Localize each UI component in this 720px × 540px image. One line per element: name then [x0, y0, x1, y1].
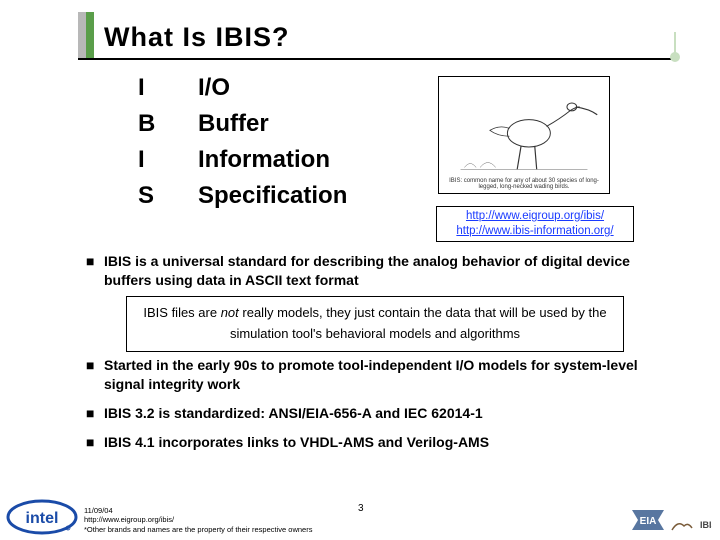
- acronym-letter: S: [138, 182, 198, 210]
- acronym-table: I I/O B Buffer I Information S Specifica…: [138, 74, 347, 218]
- ibis-bird-icon: [441, 79, 607, 178]
- accent-bar-green: [86, 12, 94, 59]
- footer-disclaimer: *Other brands and names are the property…: [84, 525, 312, 534]
- ibis-logo-icon: IBIS: [670, 514, 712, 534]
- bullet-marker: ■: [86, 356, 104, 394]
- bullet-item: ■ IBIS is a universal standard for descr…: [86, 252, 656, 290]
- title-block: What Is IBIS?: [78, 12, 290, 59]
- reference-link[interactable]: http://www.ibis-information.org/: [441, 224, 629, 239]
- title-accent-bars: [78, 12, 94, 59]
- footer-text: 11/09/04 http://www.eigroup.org/ibis/ *O…: [84, 506, 312, 534]
- note-text-em: not: [221, 305, 239, 320]
- acronym-letter: B: [138, 110, 198, 138]
- bullet-item: ■ IBIS 3.2 is standardized: ANSI/EIA-656…: [86, 404, 656, 423]
- bullet-marker: ■: [86, 404, 104, 423]
- links-box: http://www.eigroup.org/ibis/ http://www.…: [436, 206, 634, 242]
- bullet-item: ■ Started in the early 90s to promote to…: [86, 356, 656, 394]
- acronym-word: Buffer: [198, 110, 269, 138]
- acronym-word: I/O: [198, 74, 230, 102]
- bullet-marker: ■: [86, 252, 104, 290]
- note-text-pre: IBIS files are: [143, 305, 220, 320]
- bullet-text: Started in the early 90s to promote tool…: [104, 356, 656, 394]
- note-box: IBIS files are not really models, they j…: [126, 296, 624, 352]
- ibis-bird-figure: IBIS: common name for any of about 30 sp…: [438, 76, 610, 194]
- footer-date: 11/09/04: [84, 506, 312, 515]
- svg-text:EIA: EIA: [640, 516, 657, 527]
- acronym-word: Specification: [198, 182, 347, 210]
- acronym-letter: I: [138, 74, 198, 102]
- ibis-caption: IBIS: common name for any of about 30 sp…: [441, 178, 607, 191]
- footer-url: http://www.eigroup.org/ibis/: [84, 515, 312, 524]
- title-dot: [670, 52, 680, 62]
- bullets-upper: ■ IBIS is a universal standard for descr…: [86, 252, 656, 300]
- bullet-item: ■ IBIS 4.1 incorporates links to VHDL-AM…: [86, 433, 656, 452]
- bullets-lower: ■ Started in the early 90s to promote to…: [86, 356, 656, 462]
- bullet-text: IBIS 4.1 incorporates links to VHDL-AMS …: [104, 433, 489, 452]
- page-number: 3: [358, 503, 364, 514]
- bullet-text: IBIS 3.2 is standardized: ANSI/EIA-656-A…: [104, 404, 483, 423]
- accent-bar-gray: [78, 12, 86, 59]
- svg-text:IBIS: IBIS: [700, 520, 712, 530]
- intel-logo-icon: intel R: [6, 498, 78, 536]
- note-text-post: really models, they just contain the dat…: [230, 305, 607, 341]
- acronym-word: Information: [198, 146, 330, 174]
- acronym-row: I Information: [138, 146, 347, 174]
- eia-logo-icon: EIA: [628, 506, 668, 534]
- reference-link[interactable]: http://www.eigroup.org/ibis/: [441, 209, 629, 224]
- title-underline: [78, 58, 678, 60]
- acronym-row: S Specification: [138, 182, 347, 210]
- bullet-marker: ■: [86, 433, 104, 452]
- acronym-row: I I/O: [138, 74, 347, 102]
- acronym-letter: I: [138, 146, 198, 174]
- footer: intel R 11/09/04 http://www.eigroup.org/…: [6, 498, 714, 536]
- bullet-text: IBIS is a universal standard for describ…: [104, 252, 656, 290]
- acronym-row: B Buffer: [138, 110, 347, 138]
- svg-text:intel: intel: [26, 510, 59, 527]
- page-title: What Is IBIS?: [100, 12, 290, 59]
